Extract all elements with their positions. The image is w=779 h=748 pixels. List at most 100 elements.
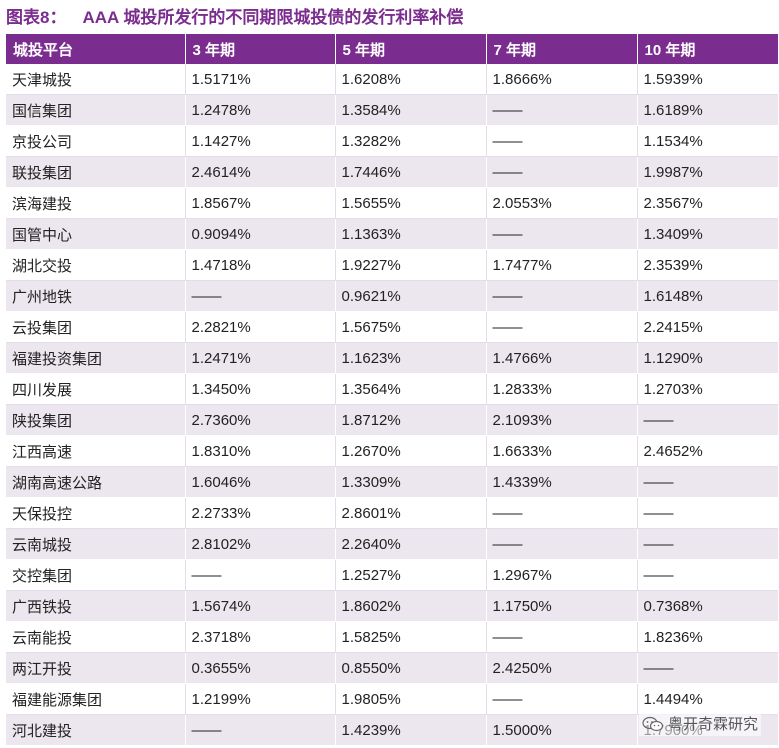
- rate-5y-cell: 1.7446%: [335, 156, 487, 188]
- table-row: 福建投资集团 1.2471% 1.1623% 1.4766% 1.1290%: [6, 342, 778, 374]
- rate-5y-cell: 1.3309%: [335, 466, 487, 498]
- rate-3y-cell: 1.6046%: [185, 466, 336, 498]
- rate-3y-cell: 2.2821%: [185, 311, 336, 343]
- rate-10y-cell: 2.4652%: [637, 435, 778, 467]
- rate-7y-cell: ——: [486, 218, 638, 250]
- rate-5y-cell: 1.1363%: [335, 218, 487, 250]
- rate-10y-cell: 2.3539%: [637, 249, 778, 281]
- table-row: 天津城投 1.5171% 1.6208% 1.8666% 1.5939%: [6, 64, 778, 95]
- rate-7y-cell: 2.0553%: [486, 187, 638, 219]
- table-row: 联投集团 2.4614% 1.7446% —— 1.9987%: [6, 156, 778, 188]
- rate-7y-cell: ——: [486, 621, 638, 653]
- platform-cell: 云南城投: [6, 528, 186, 560]
- table-row: 国管中心 0.9094% 1.1363% —— 1.3409%: [6, 218, 778, 250]
- rate-10y-cell: 1.5939%: [637, 64, 778, 95]
- rate-7y-cell: 2.4250%: [486, 652, 638, 684]
- rate-10y-cell: 1.2703%: [637, 373, 778, 405]
- header-7y: 7 年期: [486, 34, 638, 64]
- table-body: 天津城投 1.5171% 1.6208% 1.8666% 1.5939% 国信集团 1.24…: [6, 64, 778, 746]
- rate-3y-cell: 1.8310%: [185, 435, 336, 467]
- rate-10y-cell: ——: [637, 652, 778, 684]
- rate-10y-cell: 2.2415%: [637, 311, 778, 343]
- figure-label: 图表8：: [6, 8, 67, 27]
- rate-3y-cell: 1.5171%: [185, 64, 336, 95]
- rate-3y-cell: 2.3718%: [185, 621, 336, 653]
- rate-3y-cell: 0.9094%: [185, 218, 336, 250]
- table-row: 交控集团 —— 1.2527% 1.2967% ——: [6, 559, 778, 591]
- platform-cell: 国管中心: [6, 218, 186, 250]
- platform-cell: 天保投控: [6, 497, 186, 529]
- figure-caption: AAA 城投所发行的不同期限城投债的发行利率补偿: [82, 8, 464, 27]
- rate-5y-cell: 2.2640%: [335, 528, 487, 560]
- table-row: 福建能源集团 1.2199% 1.9805% —— 1.4494%: [6, 683, 778, 715]
- rate-10y-cell: ——: [637, 559, 778, 591]
- table-row: 广州地铁 —— 0.9621% —— 1.6148%: [6, 280, 778, 312]
- rate-7y-cell: 1.4339%: [486, 466, 638, 498]
- table-row: 广西铁投 1.5674% 1.8602% 1.1750% 0.7368%: [6, 590, 778, 622]
- platform-cell: 京投公司: [6, 125, 186, 157]
- rate-7y-cell: 1.8666%: [486, 64, 638, 95]
- table-row: 云投集团 2.2821% 1.5675% —— 2.2415%: [6, 311, 778, 343]
- table-header-row: 城投平台 3 年期 5 年期 7 年期 10 年期: [6, 34, 778, 64]
- rate-5y-cell: 1.2670%: [335, 435, 487, 467]
- rate-3y-cell: 0.3655%: [185, 652, 336, 684]
- platform-cell: 广州地铁: [6, 280, 186, 312]
- watermark-text: 粤开奇霖研究: [667, 716, 758, 733]
- rate-3y-cell: 1.8567%: [185, 187, 336, 219]
- rate-5y-cell: 1.9805%: [335, 683, 487, 715]
- platform-cell: 陕投集团: [6, 404, 186, 436]
- rate-7y-cell: ——: [486, 280, 638, 312]
- rate-7y-cell: 1.1750%: [486, 590, 638, 622]
- rate-3y-cell: 1.2199%: [185, 683, 336, 715]
- platform-cell: 云投集团: [6, 311, 186, 343]
- rate-7y-cell: 1.5000%: [486, 714, 638, 746]
- rate-5y-cell: 1.9227%: [335, 249, 487, 281]
- platform-cell: 两江开投: [6, 652, 186, 684]
- table-row: 江西高速 1.8310% 1.2670% 1.6633% 2.4652%: [6, 435, 778, 467]
- rate-3y-cell: 1.4718%: [185, 249, 336, 281]
- wechat-icon: [642, 716, 664, 732]
- rate-5y-cell: 1.1623%: [335, 342, 487, 374]
- watermark: 粤开奇霖研究: [638, 714, 761, 736]
- rate-10y-cell: 1.1534%: [637, 125, 778, 157]
- rate-3y-cell: 2.8102%: [185, 528, 336, 560]
- table-row: 四川发展 1.3450% 1.3564% 1.2833% 1.2703%: [6, 373, 778, 405]
- rate-10y-cell: ——: [637, 528, 778, 560]
- rate-5y-cell: 0.8550%: [335, 652, 487, 684]
- platform-cell: 天津城投: [6, 64, 186, 95]
- platform-cell: 滨海建投: [6, 187, 186, 219]
- rate-3y-cell: ——: [185, 280, 336, 312]
- header-3y: 3 年期: [185, 34, 336, 64]
- rate-10y-cell: 0.7368%: [637, 590, 778, 622]
- rate-3y-cell: 1.3450%: [185, 373, 336, 405]
- rate-7y-cell: 1.4766%: [486, 342, 638, 374]
- rate-5y-cell: 1.8712%: [335, 404, 487, 436]
- table-row: 国信集团 1.2478% 1.3584% —— 1.6189%: [6, 94, 778, 126]
- rate-5y-cell: 1.3564%: [335, 373, 487, 405]
- platform-cell: 湖北交投: [6, 249, 186, 281]
- rate-10y-cell: 1.3409%: [637, 218, 778, 250]
- rate-5y-cell: 0.9621%: [335, 280, 487, 312]
- rate-3y-cell: 2.2733%: [185, 497, 336, 529]
- rate-5y-cell: 1.3584%: [335, 94, 487, 126]
- table-row: 京投公司 1.1427% 1.3282% —— 1.1534%: [6, 125, 778, 157]
- rate-10y-cell: 1.6148%: [637, 280, 778, 312]
- platform-cell: 河北建投: [6, 714, 186, 746]
- rate-3y-cell: 2.4614%: [185, 156, 336, 188]
- rate-5y-cell: 1.5655%: [335, 187, 487, 219]
- header-platform: 城投平台: [6, 34, 186, 64]
- table-row: 两江开投 0.3655% 0.8550% 2.4250% ——: [6, 652, 778, 684]
- table-row: 湖南高速公路 1.6046% 1.3309% 1.4339% ——: [6, 466, 778, 498]
- rate-5y-cell: 1.6208%: [335, 64, 487, 95]
- rate-10y-cell: 1.8236%: [637, 621, 778, 653]
- rate-5y-cell: 1.5675%: [335, 311, 487, 343]
- rate-7y-cell: ——: [486, 497, 638, 529]
- platform-cell: 福建投资集团: [6, 342, 186, 374]
- rate-7y-cell: ——: [486, 311, 638, 343]
- table-row: 云南能投 2.3718% 1.5825% —— 1.8236%: [6, 621, 778, 653]
- table-row: 滨海建投 1.8567% 1.5655% 2.0553% 2.3567%: [6, 187, 778, 219]
- rate-3y-cell: ——: [185, 714, 336, 746]
- rate-5y-cell: 2.8601%: [335, 497, 487, 529]
- rate-10y-cell: 1.6189%: [637, 94, 778, 126]
- table-row: 天保投控 2.2733% 2.8601% —— ——: [6, 497, 778, 529]
